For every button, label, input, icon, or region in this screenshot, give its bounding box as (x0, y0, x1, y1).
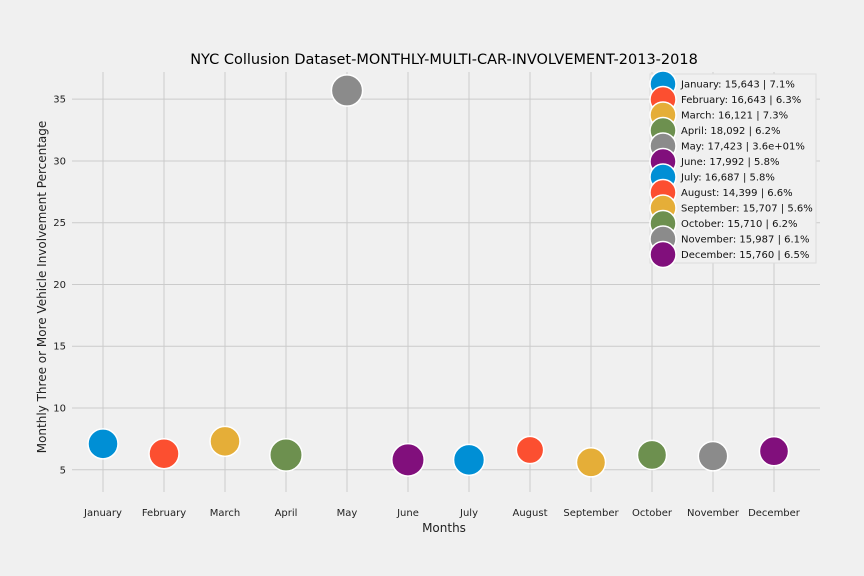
scatter-point (87, 428, 119, 460)
y-axis-label: Monthly Three or More Vehicle Involvemen… (35, 121, 49, 454)
legend-entry: January: 15,643 | 7.1% (680, 80, 795, 91)
y-tick-label: 15 (53, 342, 66, 353)
scatter-point (758, 435, 790, 467)
y-gridlines (72, 98, 820, 471)
x-tick-label: February (142, 508, 186, 519)
x-tick-label: May (337, 508, 358, 519)
x-tick-label: July (459, 508, 478, 519)
x-tick-label: June (396, 508, 419, 519)
y-tick-label: 20 (53, 280, 66, 291)
legend-entry: October: 15,710 | 6.2% (681, 219, 798, 230)
y-tick-labels: 5 10 15 20 25 30 35 (53, 95, 66, 477)
x-tick-label: November (687, 508, 740, 519)
scatter-point (148, 437, 180, 470)
scatter-point (269, 437, 303, 472)
scatter-point (209, 425, 241, 458)
legend-box (649, 73, 817, 264)
legend-entry: November: 15,987 | 6.1% (681, 235, 810, 246)
x-tick-label: October (632, 508, 673, 519)
y-tick-label: 5 (60, 465, 66, 476)
x-tick-label: January (83, 508, 122, 519)
scatter-point (391, 442, 425, 477)
x-tick-label: December (748, 508, 801, 519)
scatter-point (452, 443, 486, 477)
scatter-point (697, 440, 729, 472)
legend-entry: August: 14,399 | 6.6% (681, 188, 793, 199)
chart-title: NYC Collusion Dataset-MONTHLY-MULTI-CAR-… (190, 52, 698, 68)
scatter-point (575, 447, 607, 478)
legend-entry: February: 16,643 | 6.3% (681, 95, 801, 106)
data-points (87, 74, 790, 478)
y-tick-label: 10 (53, 404, 66, 415)
legend-entry: March: 16,121 | 7.3% (681, 111, 788, 122)
y-tick-label: 30 (53, 156, 66, 167)
x-tick-label: September (563, 508, 619, 519)
legend-entry: May: 17,423 | 3.6e+01% (681, 142, 805, 153)
y-tick-label: 25 (53, 218, 66, 229)
legend-entry: September: 15,707 | 5.6% (681, 204, 813, 215)
x-tick-label: April (275, 508, 298, 519)
x-tick-labels: January February March April May June July Augu… (83, 508, 801, 519)
y-tick-label: 35 (53, 95, 66, 106)
scatter-point (515, 435, 545, 465)
legend-entry: June: 17,992 | 5.8% (680, 157, 779, 168)
legend: January: 15,643 | 7.1% February: 16,643 |… (649, 70, 817, 269)
x-tick-label: August (513, 508, 548, 519)
legend-entry: April: 18,092 | 6.2% (681, 126, 781, 137)
scatter-point (330, 74, 364, 107)
legend-entry: December: 15,760 | 6.5% (681, 250, 809, 261)
scatter-point (636, 439, 668, 471)
legend-entry: July: 16,687 | 5.8% (680, 173, 775, 184)
x-tick-label: March (210, 508, 240, 519)
x-axis-label: Months (422, 521, 466, 535)
legend-marker (649, 240, 677, 269)
